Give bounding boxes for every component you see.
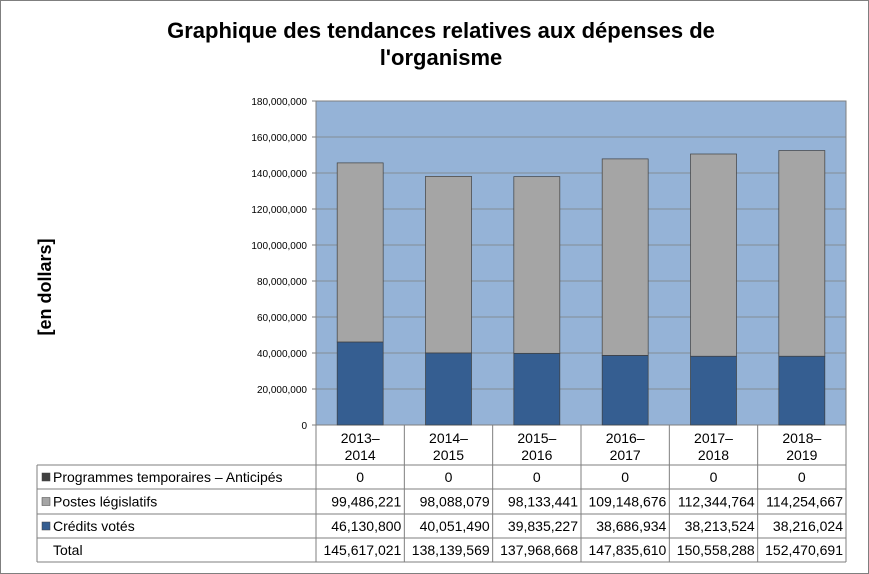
total-value: 137,968,668 [500,542,578,558]
legend-key [41,497,51,506]
y-tick-label: 20,000,000 [257,385,307,396]
bar-credits-votes [690,355,737,426]
chart-title: Graphique des tendances relatives aux dé… [167,18,715,70]
bar-credits-votes [513,352,561,426]
category-label: 2013– [341,430,380,446]
total-value: 150,558,288 [677,542,755,558]
y-tick-label: 180,000,000 [251,97,307,108]
bar-credits-votes [336,341,384,426]
bar-postes-legislatifs [601,158,649,356]
y-tick-label: 0 [301,421,307,432]
category-label: 2017 [610,447,641,463]
y-tick-label: 160,000,000 [251,133,307,144]
category-label: 2014– [429,430,468,446]
legend-entry: Postes législatifs [53,494,157,510]
bar-postes-legislatifs [425,175,472,354]
bar-credits-votes [425,352,472,426]
category-label: 2015 [433,447,464,463]
data-label: 112,344,764 [678,494,755,510]
category-label: 2019 [786,447,817,463]
y-tick-label: 80,000,000 [257,277,307,288]
bar-postes-legislatifs [513,176,561,354]
legend-key [41,521,51,531]
y-tick-label: 100,000,000 [251,241,307,252]
category-label: 2016 [521,447,552,463]
bar-postes-legislatifs [690,153,737,357]
total-value: 138,139,569 [412,542,490,558]
data-label: 39,835,227 [508,518,578,534]
total-value: 147,835,610 [588,542,666,558]
data-label: 38,686,934 [596,518,666,534]
data-label: 109,148,676 [588,494,666,510]
y-tick-label: 40,000,000 [257,349,307,360]
total-value: 152,470,691 [765,542,843,558]
data-label: 114,254,667 [766,494,843,510]
category-label: 2017– [694,430,733,446]
category-label: 2016– [606,430,645,446]
category-label: 2014 [345,447,376,463]
bar-postes-legislatifs [336,162,384,343]
data-label: 0 [710,469,718,485]
y-tick-label: 140,000,000 [251,169,307,180]
plot-area [315,100,847,426]
data-label: 40,051,490 [420,518,490,534]
data-label: 0 [798,469,806,485]
data-label: 0 [621,469,629,485]
category-label: 2015– [517,430,556,446]
data-label: 0 [445,469,453,485]
data-label: 38,216,024 [773,518,843,534]
category-label: 2018 [698,447,729,463]
bar-postes-legislatifs [778,150,826,357]
category-label: 2018– [782,430,821,446]
data-label: 98,088,079 [420,494,490,510]
y-tick-label: 60,000,000 [257,313,307,324]
total-value: 145,617,021 [323,542,401,558]
data-label: 0 [356,469,364,485]
legend-entry: Crédits votés [53,518,135,534]
y-tick-label: 120,000,000 [251,205,307,216]
total-label: Total [53,542,83,558]
legend-key [41,472,51,482]
data-label: 98,133,441 [508,494,578,510]
data-label: 0 [533,469,541,485]
data-label: 38,213,524 [685,518,755,534]
legend-entry: Programmes temporaires – Anticipés [53,469,283,485]
bar-credits-votes [601,355,649,426]
data-label: 46,130,800 [331,518,401,534]
data-label: 99,486,221 [331,494,401,510]
bar-credits-votes [778,355,826,426]
